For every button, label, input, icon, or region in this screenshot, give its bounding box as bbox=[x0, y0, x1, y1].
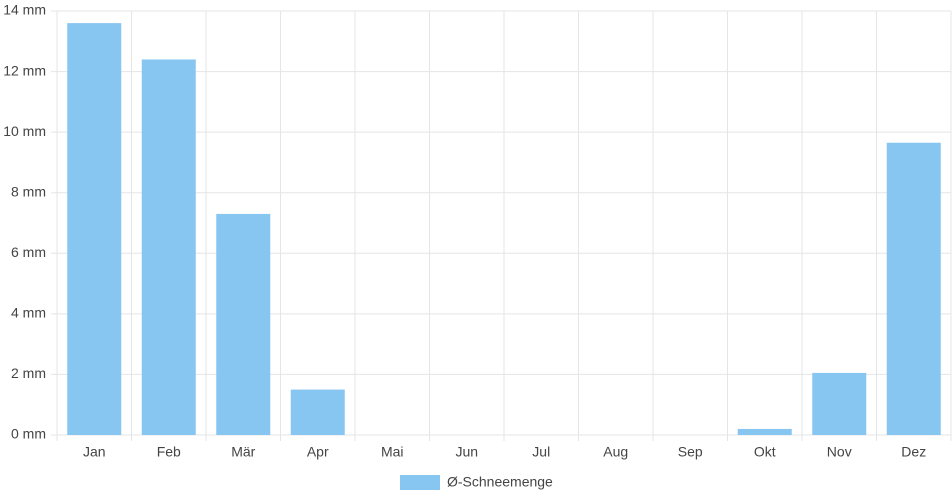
legend-swatch bbox=[400, 475, 440, 490]
y-tick-label: 0 mm bbox=[11, 426, 46, 442]
bar bbox=[290, 389, 345, 435]
legend-label: Ø-Schneemenge bbox=[447, 474, 553, 490]
x-tick-label: Jan bbox=[83, 444, 106, 460]
x-tick-label: Nov bbox=[827, 444, 852, 460]
bar bbox=[141, 59, 196, 435]
x-tick-label: Dez bbox=[901, 444, 926, 460]
x-tick-label: Jun bbox=[455, 444, 478, 460]
bar bbox=[886, 142, 941, 435]
y-tick-label: 14 mm bbox=[3, 2, 46, 18]
y-tick-label: 4 mm bbox=[11, 305, 46, 321]
x-tick-label: Sep bbox=[678, 444, 703, 460]
x-tick-label: Mai bbox=[381, 444, 404, 460]
x-tick-label: Feb bbox=[157, 444, 181, 460]
y-tick-label: 12 mm bbox=[3, 62, 46, 78]
y-tick-label: 6 mm bbox=[11, 244, 46, 260]
x-tick-label: Aug bbox=[603, 444, 628, 460]
bar bbox=[812, 372, 867, 435]
x-tick-label: Mär bbox=[231, 444, 255, 460]
y-tick-label: 8 mm bbox=[11, 183, 46, 199]
x-tick-label: Apr bbox=[307, 444, 329, 460]
bar bbox=[216, 213, 271, 435]
x-tick-label: Okt bbox=[754, 444, 776, 460]
x-tick-label: Jul bbox=[532, 444, 550, 460]
bar bbox=[737, 428, 792, 435]
y-tick-label: 2 mm bbox=[11, 365, 46, 381]
bar bbox=[67, 23, 122, 435]
y-tick-label: 10 mm bbox=[3, 123, 46, 139]
